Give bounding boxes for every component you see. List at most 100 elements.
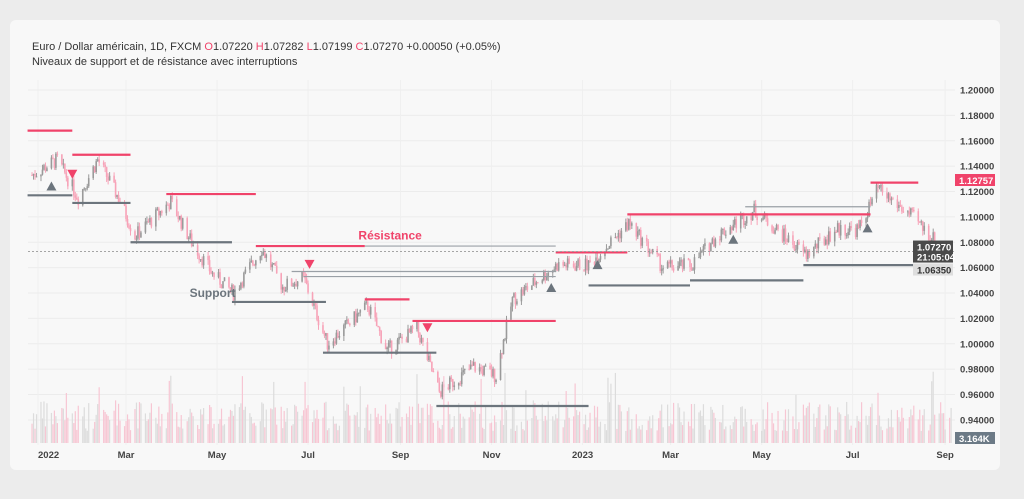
volume-bar — [322, 417, 324, 443]
candle-body — [595, 257, 597, 265]
candle-body — [584, 258, 587, 271]
volume-bar — [740, 407, 742, 443]
candle-body — [81, 189, 84, 206]
candle-body — [73, 179, 75, 196]
volume-bar — [574, 383, 576, 443]
candle-body — [532, 277, 535, 286]
volume-bar — [795, 394, 797, 443]
break-up-triangle-icon — [546, 282, 557, 292]
volume-bar — [304, 381, 306, 443]
candle-body — [199, 259, 202, 261]
candle-body — [933, 232, 936, 246]
volume-bar — [34, 428, 36, 443]
volume-bar — [485, 406, 487, 443]
volume-bar — [638, 426, 640, 443]
volume-bar — [137, 428, 139, 443]
volume-bar — [73, 423, 75, 443]
volume-bar — [219, 419, 221, 443]
volume-bar — [889, 426, 891, 443]
volume-bar — [117, 403, 120, 443]
volume-bar — [490, 422, 493, 443]
volume-bar — [720, 422, 722, 443]
y-tick-label: 1.10000 — [960, 212, 994, 223]
candle-body — [826, 239, 829, 245]
volume-bar — [325, 401, 327, 443]
volume-bar — [155, 417, 157, 443]
volume-bar — [95, 414, 97, 443]
volume-bar — [505, 410, 508, 443]
x-tick-label: Jul — [301, 450, 315, 461]
volume-bar — [176, 412, 178, 443]
volume-bar — [920, 430, 922, 443]
y-tick-label: 1.20000 — [960, 86, 994, 97]
x-tick-label: Sep — [936, 450, 954, 461]
volume-bar — [452, 427, 454, 443]
candle-body — [878, 186, 881, 188]
candle-body — [96, 159, 99, 162]
candle-body — [451, 379, 454, 387]
candle-body — [605, 248, 608, 253]
volume-bar — [182, 428, 184, 443]
candle-body — [460, 372, 463, 385]
candle-body — [920, 221, 923, 223]
candle-body — [87, 178, 90, 187]
volume-bar — [420, 407, 423, 443]
candle-body — [742, 214, 745, 225]
volume-bar — [113, 410, 115, 443]
volume-bar — [144, 413, 147, 443]
candle-body — [187, 237, 190, 239]
candle-body — [547, 272, 550, 278]
volume-bar — [713, 412, 715, 443]
volume-bar — [355, 415, 357, 443]
volume-bar — [887, 418, 890, 443]
candle-body — [107, 177, 109, 181]
candle-body — [284, 289, 287, 292]
volume-bar — [556, 418, 558, 443]
volume-bar — [637, 428, 639, 443]
volume-bar — [546, 420, 548, 443]
candle-body — [526, 286, 529, 290]
candle-body — [835, 231, 838, 233]
candle-body — [913, 209, 915, 212]
volume-bar — [479, 413, 481, 443]
volume-bar — [44, 426, 47, 443]
candle-body — [290, 278, 293, 287]
volume-bar — [244, 406, 246, 443]
candle-body — [334, 341, 336, 344]
candle-body — [492, 368, 494, 377]
volume-label-text: 3.164K — [959, 434, 990, 445]
volume-bar — [596, 406, 599, 443]
volume-bar — [179, 427, 181, 443]
volume-bar — [232, 415, 235, 443]
candle-body — [280, 273, 282, 290]
volume-bar — [408, 406, 411, 443]
volume-bar — [468, 417, 470, 443]
volume-bar — [106, 414, 108, 443]
volume-bar — [82, 416, 84, 443]
volume-bar — [337, 430, 339, 443]
open-label: O — [204, 41, 213, 53]
volume-bar — [474, 401, 476, 443]
candle-body — [222, 281, 224, 289]
volume-bar — [931, 381, 933, 443]
volume-bar — [495, 422, 497, 443]
candle-body — [554, 263, 557, 270]
candle-body — [677, 265, 679, 271]
candle-body — [628, 219, 630, 230]
volume-bar — [577, 415, 579, 443]
volume-bar — [234, 404, 236, 443]
candle-body — [817, 237, 820, 249]
candle-body — [671, 260, 673, 269]
candle-body — [505, 319, 508, 339]
y-tick-label: 0.94000 — [960, 415, 994, 426]
candle-body — [484, 365, 487, 367]
candle-body — [416, 321, 418, 330]
volume-bar — [364, 427, 366, 443]
high-marker-label — [955, 174, 995, 186]
volume-bar — [461, 427, 463, 443]
volume-bar — [261, 402, 263, 443]
candle-body — [483, 365, 485, 375]
candle-body — [823, 238, 826, 245]
volume-bar — [440, 429, 442, 443]
